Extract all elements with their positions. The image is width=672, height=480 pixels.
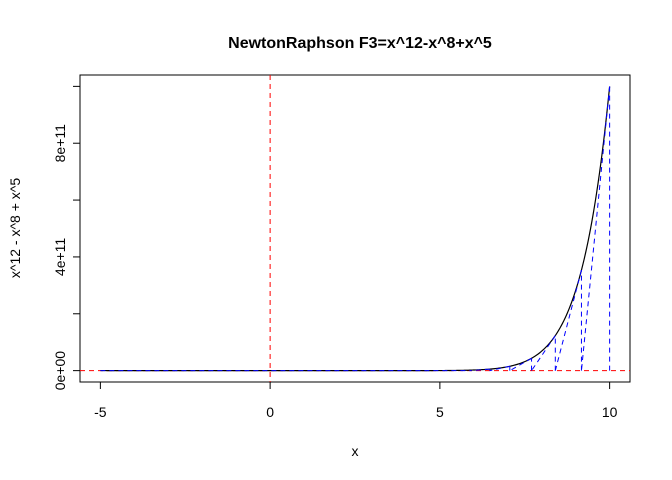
newton-tangent-segment <box>489 365 510 372</box>
x-tick-label: -5 <box>94 404 107 420</box>
newton-tangent-segment <box>580 86 611 371</box>
x-axis: -5 0 5 10 <box>94 381 618 420</box>
newton-tangent-segment <box>471 368 490 372</box>
y-axis-label: x^12 - x^8 + x^5 <box>7 178 23 278</box>
function-curve <box>100 86 611 372</box>
x-axis-label: x <box>352 443 359 459</box>
chart-title: NewtonRaphson F3=x^12-x^8+x^5 <box>228 35 492 52</box>
plot-area <box>80 75 630 382</box>
y-axis: 0e+00 4e+11 8e+11 <box>52 85 81 391</box>
y-tick-label: 8e+11 <box>52 124 68 162</box>
newton-tangent-segment <box>531 335 556 371</box>
x-tick-label: 0 <box>266 404 274 420</box>
plot-frame <box>79 74 631 383</box>
x-tick-label: 10 <box>602 404 618 420</box>
y-tick-label: 0e+00 <box>52 351 68 391</box>
newton-tangent-segment <box>509 357 532 372</box>
y-tick-label: 4e+11 <box>52 238 68 276</box>
x-tick-label: 5 <box>436 404 444 420</box>
